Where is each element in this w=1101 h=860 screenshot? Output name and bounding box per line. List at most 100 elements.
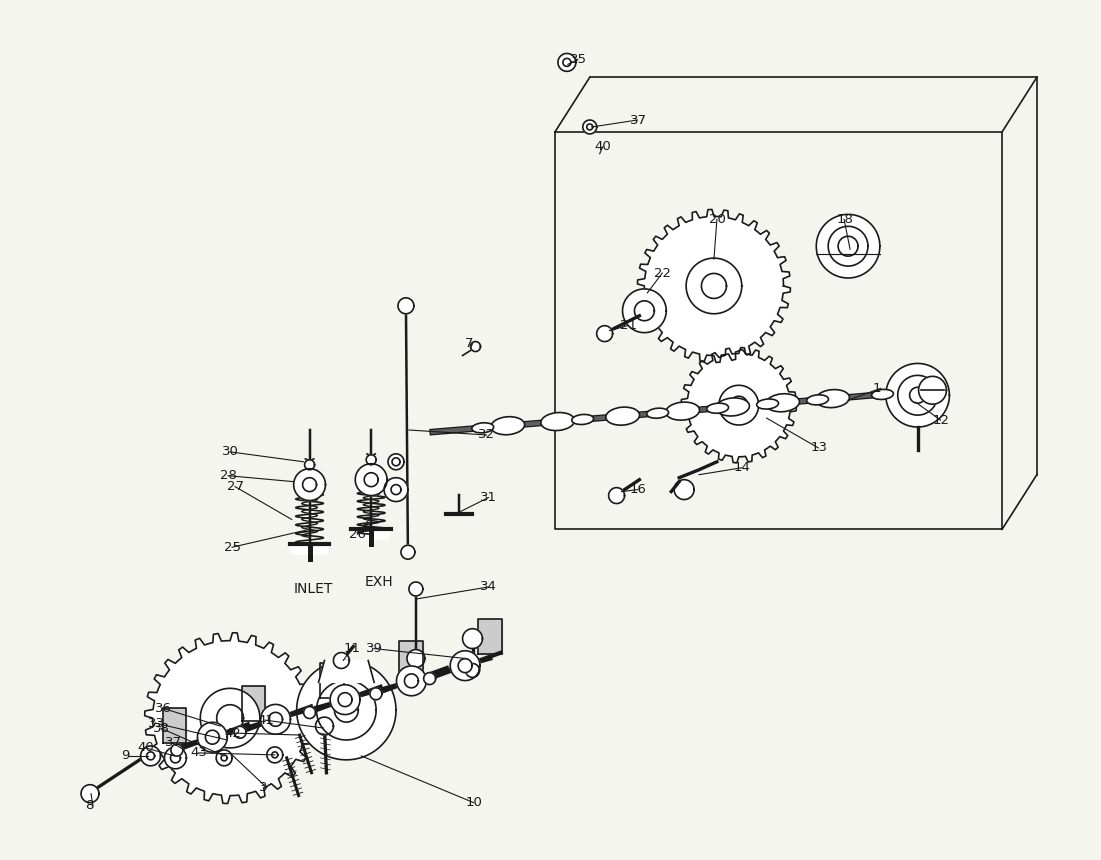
Polygon shape bbox=[622, 289, 666, 333]
Text: 37: 37 bbox=[164, 736, 182, 749]
Polygon shape bbox=[221, 755, 227, 761]
Text: 30: 30 bbox=[222, 445, 239, 458]
Ellipse shape bbox=[872, 390, 893, 399]
Polygon shape bbox=[400, 641, 423, 676]
Text: 7: 7 bbox=[465, 337, 473, 350]
Polygon shape bbox=[163, 708, 186, 743]
Polygon shape bbox=[146, 752, 154, 760]
Text: 31: 31 bbox=[480, 491, 498, 504]
Text: 40: 40 bbox=[595, 140, 611, 153]
Polygon shape bbox=[171, 752, 181, 763]
Ellipse shape bbox=[666, 402, 699, 421]
Ellipse shape bbox=[646, 408, 668, 418]
Polygon shape bbox=[305, 460, 315, 470]
Polygon shape bbox=[318, 660, 374, 682]
Text: 40: 40 bbox=[138, 741, 154, 754]
Polygon shape bbox=[216, 750, 232, 765]
Polygon shape bbox=[587, 124, 592, 130]
Text: 38: 38 bbox=[153, 722, 170, 734]
Ellipse shape bbox=[571, 415, 593, 425]
Text: INLET: INLET bbox=[294, 582, 334, 596]
Polygon shape bbox=[294, 469, 326, 501]
Text: 35: 35 bbox=[570, 53, 587, 66]
Polygon shape bbox=[719, 385, 759, 425]
Ellipse shape bbox=[765, 394, 799, 412]
Polygon shape bbox=[682, 347, 796, 463]
Text: 27: 27 bbox=[227, 480, 244, 493]
Text: 16: 16 bbox=[630, 483, 646, 496]
Polygon shape bbox=[816, 214, 880, 278]
Polygon shape bbox=[401, 545, 415, 559]
Polygon shape bbox=[838, 237, 858, 256]
Polygon shape bbox=[686, 258, 742, 314]
Polygon shape bbox=[304, 707, 316, 718]
Ellipse shape bbox=[707, 403, 729, 414]
Polygon shape bbox=[897, 375, 937, 415]
Polygon shape bbox=[408, 582, 423, 596]
Text: 13: 13 bbox=[810, 441, 827, 454]
Text: 18: 18 bbox=[836, 213, 853, 226]
Text: 34: 34 bbox=[480, 580, 498, 593]
Polygon shape bbox=[458, 659, 472, 673]
Text: EXH: EXH bbox=[364, 575, 393, 589]
Text: 42: 42 bbox=[225, 727, 241, 740]
Ellipse shape bbox=[816, 390, 849, 408]
Text: 20: 20 bbox=[709, 213, 726, 226]
Polygon shape bbox=[396, 666, 426, 696]
Polygon shape bbox=[886, 364, 949, 427]
Polygon shape bbox=[424, 673, 436, 685]
Polygon shape bbox=[563, 58, 570, 66]
Polygon shape bbox=[351, 530, 391, 539]
Polygon shape bbox=[206, 730, 219, 744]
Polygon shape bbox=[296, 660, 396, 760]
Text: 41: 41 bbox=[257, 714, 274, 727]
Text: 10: 10 bbox=[466, 796, 482, 809]
Text: 43: 43 bbox=[190, 746, 207, 759]
Text: 21: 21 bbox=[620, 319, 636, 332]
Polygon shape bbox=[918, 377, 947, 404]
Polygon shape bbox=[200, 688, 260, 748]
Polygon shape bbox=[261, 704, 291, 734]
Ellipse shape bbox=[606, 407, 640, 425]
Text: 9: 9 bbox=[121, 749, 129, 762]
Polygon shape bbox=[356, 464, 388, 495]
Text: 25: 25 bbox=[225, 541, 241, 554]
Text: 39: 39 bbox=[367, 642, 383, 655]
Polygon shape bbox=[338, 692, 352, 707]
Polygon shape bbox=[828, 226, 868, 266]
Text: 1: 1 bbox=[873, 382, 882, 395]
Text: 33: 33 bbox=[148, 716, 165, 729]
Polygon shape bbox=[470, 341, 480, 352]
Polygon shape bbox=[241, 685, 265, 721]
Polygon shape bbox=[330, 685, 360, 715]
Polygon shape bbox=[391, 485, 401, 494]
Text: 26: 26 bbox=[349, 528, 367, 541]
Polygon shape bbox=[384, 477, 408, 501]
Ellipse shape bbox=[716, 398, 750, 416]
Polygon shape bbox=[637, 210, 791, 362]
Polygon shape bbox=[582, 120, 597, 134]
Polygon shape bbox=[335, 698, 358, 722]
Ellipse shape bbox=[756, 399, 778, 409]
Polygon shape bbox=[674, 480, 694, 500]
Text: 8: 8 bbox=[85, 799, 94, 812]
Ellipse shape bbox=[541, 413, 575, 431]
Polygon shape bbox=[320, 663, 345, 698]
Polygon shape bbox=[235, 727, 246, 738]
Polygon shape bbox=[392, 458, 400, 466]
Polygon shape bbox=[462, 629, 482, 648]
Text: 36: 36 bbox=[154, 702, 172, 715]
Polygon shape bbox=[450, 651, 480, 680]
Text: 12: 12 bbox=[933, 414, 949, 427]
Polygon shape bbox=[81, 784, 99, 802]
Text: 22: 22 bbox=[654, 267, 672, 280]
Polygon shape bbox=[597, 326, 612, 341]
Polygon shape bbox=[370, 688, 382, 700]
Polygon shape bbox=[290, 544, 329, 554]
Polygon shape bbox=[558, 53, 576, 71]
Ellipse shape bbox=[807, 395, 828, 405]
Polygon shape bbox=[367, 455, 377, 464]
Polygon shape bbox=[634, 301, 654, 321]
Polygon shape bbox=[316, 680, 377, 740]
Text: 3: 3 bbox=[259, 781, 268, 794]
